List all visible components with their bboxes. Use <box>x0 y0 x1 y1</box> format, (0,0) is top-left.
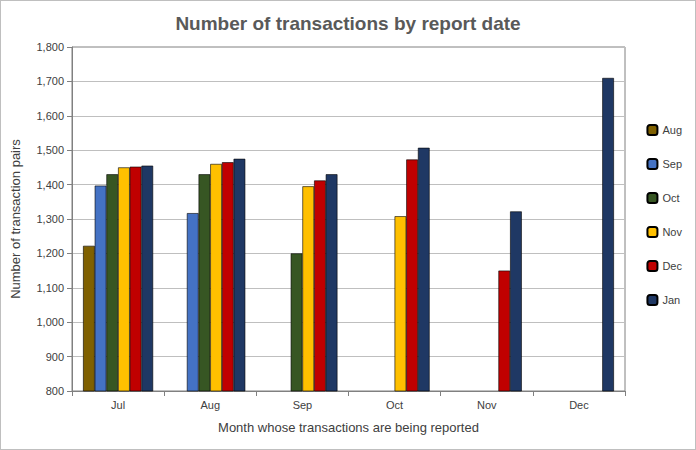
svg-text:Nov: Nov <box>662 226 682 238</box>
svg-text:Sep: Sep <box>662 158 682 170</box>
svg-text:800: 800 <box>46 385 64 397</box>
svg-text:Month whose transactions are b: Month whose transactions are being repor… <box>218 420 479 435</box>
svg-text:Jul: Jul <box>111 399 125 411</box>
svg-text:Aug: Aug <box>662 124 682 136</box>
svg-text:1,100: 1,100 <box>36 282 64 294</box>
svg-text:Nov: Nov <box>477 399 497 411</box>
svg-text:Oct: Oct <box>386 399 403 411</box>
svg-text:1,800: 1,800 <box>36 41 64 53</box>
svg-text:1,500: 1,500 <box>36 144 64 156</box>
svg-text:900: 900 <box>46 351 64 363</box>
svg-text:Oct: Oct <box>662 192 679 204</box>
svg-text:1,400: 1,400 <box>36 179 64 191</box>
svg-text:Number of transaction pairs: Number of transaction pairs <box>8 139 23 299</box>
svg-text:1,300: 1,300 <box>36 213 64 225</box>
svg-text:Jan: Jan <box>662 294 680 306</box>
svg-text:1,200: 1,200 <box>36 247 64 259</box>
svg-text:Dec: Dec <box>569 399 589 411</box>
svg-text:1,700: 1,700 <box>36 75 64 87</box>
svg-text:Aug: Aug <box>200 399 220 411</box>
svg-text:1,000: 1,000 <box>36 316 64 328</box>
svg-text:Number of transactions by repo: Number of transactions by report date <box>175 13 520 34</box>
svg-text:Dec: Dec <box>662 260 682 272</box>
svg-text:1,600: 1,600 <box>36 110 64 122</box>
svg-text:Sep: Sep <box>293 399 313 411</box>
